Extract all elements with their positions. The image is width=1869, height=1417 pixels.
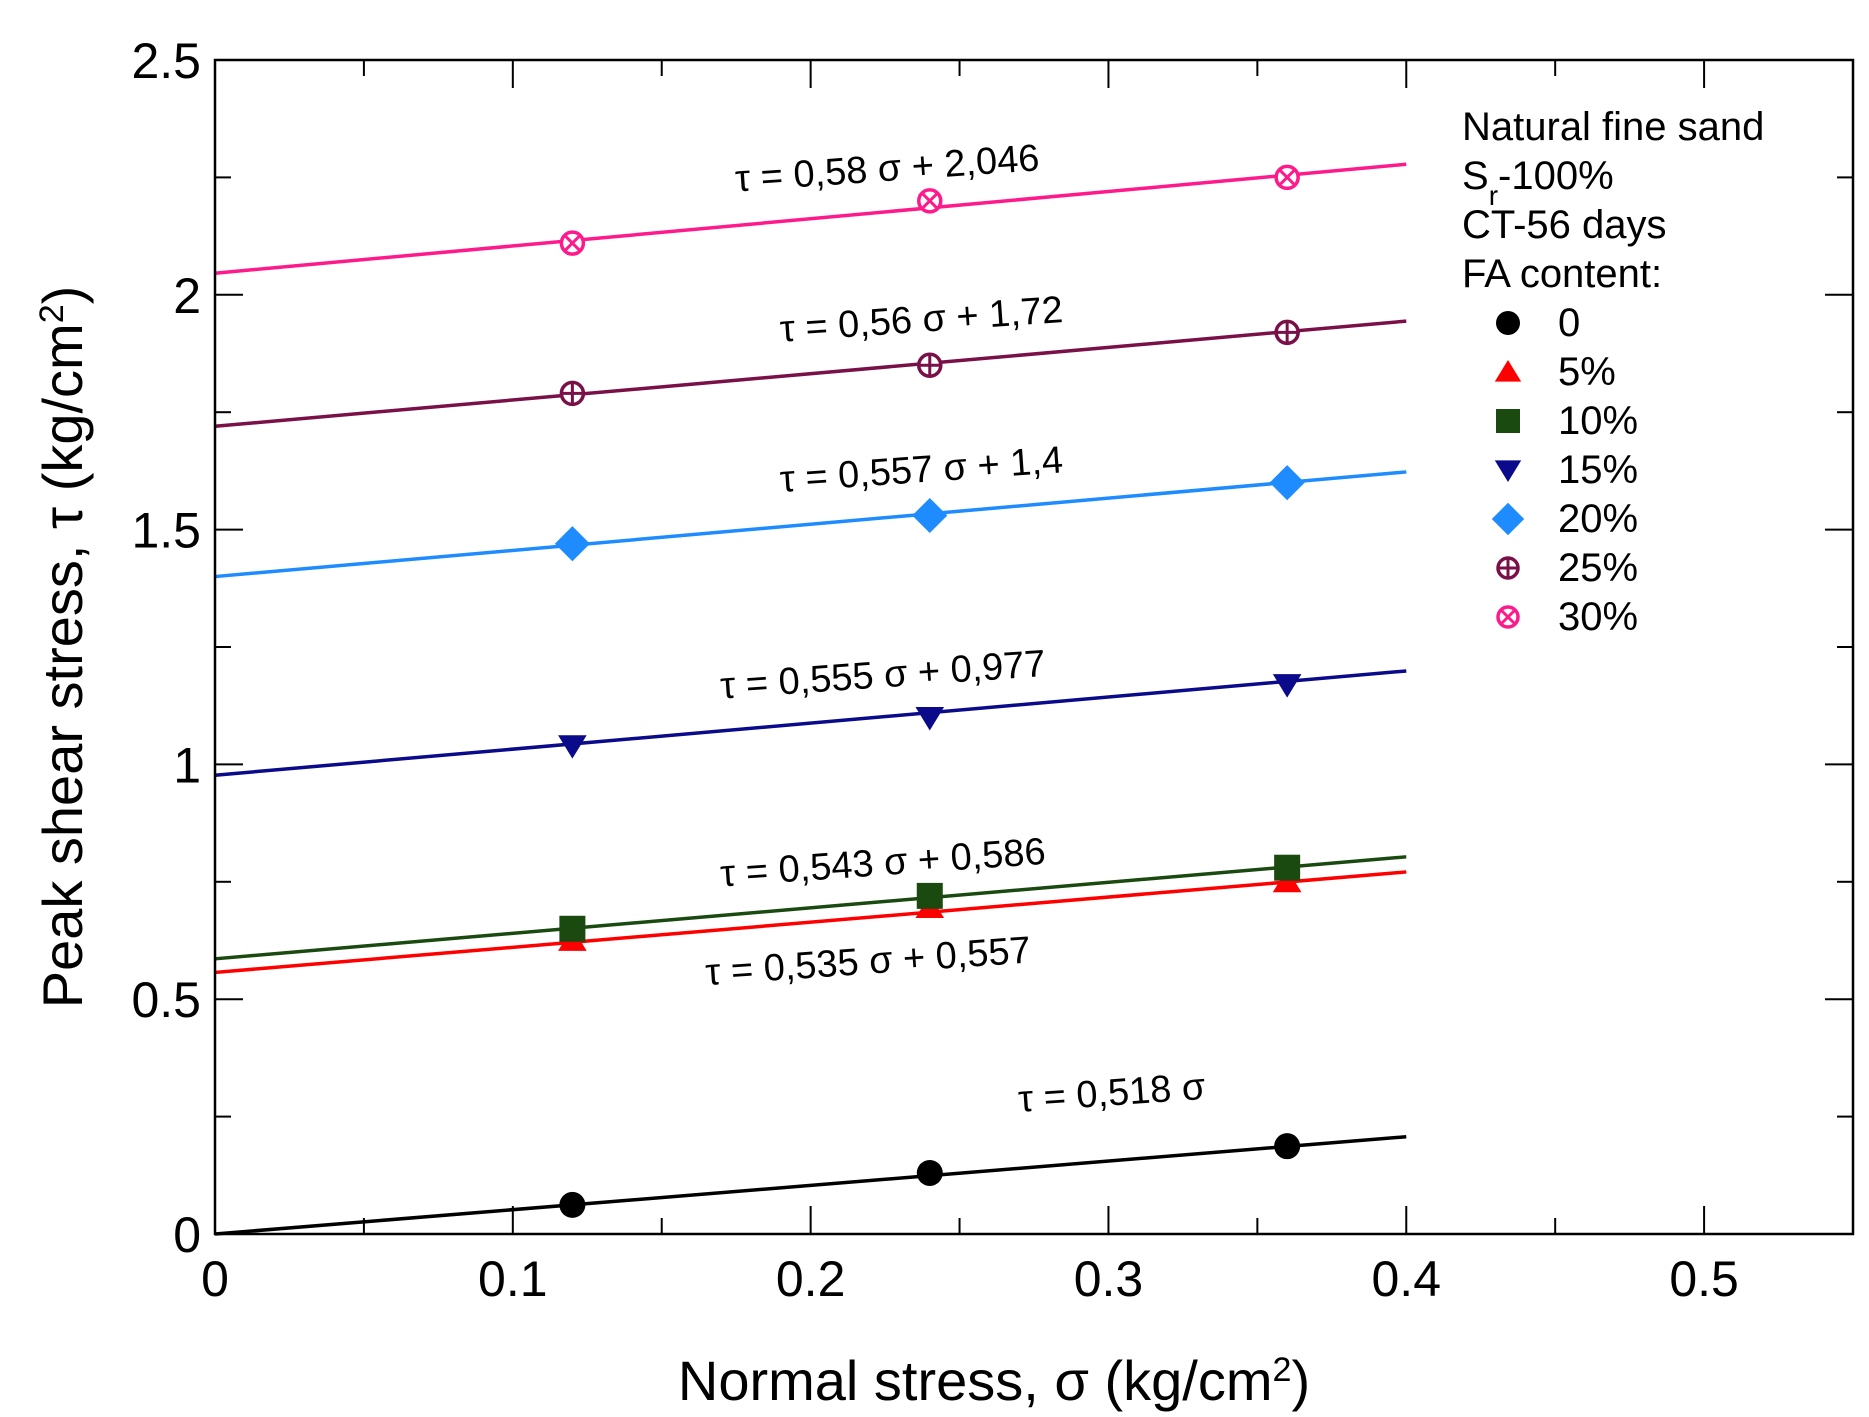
fit-line — [214, 162, 1407, 275]
data-point — [1272, 674, 1302, 698]
data-point — [1496, 556, 1520, 580]
y-tick-label: 0.5 — [131, 972, 201, 1028]
x-tick-label: 0 — [201, 1251, 229, 1307]
marker-triangle-down — [1494, 460, 1522, 482]
data-point — [1269, 465, 1305, 501]
y-tick-label: 2.5 — [131, 33, 201, 89]
data-point — [558, 735, 587, 759]
tick-labels: 0 0.1 0.2 0.3 0.4 0.5 0 0.5 1 1.5 2 2.5 — [131, 33, 1738, 1307]
fit-line — [214, 855, 1407, 961]
data-point — [559, 1191, 586, 1218]
marker-x-b — [1499, 608, 1517, 626]
marker-diamond — [1491, 502, 1525, 536]
data-point — [916, 1159, 943, 1186]
data-point — [559, 230, 586, 256]
y-tick-label: 1 — [173, 737, 201, 793]
marker-square — [1496, 409, 1520, 433]
data-point — [1496, 311, 1520, 335]
legend-title-line: FA content: — [1462, 252, 1662, 296]
data-point — [1274, 164, 1300, 191]
marker-x-b — [921, 192, 939, 210]
legend-sr-sub: r — [1489, 180, 1498, 211]
data-point — [1496, 605, 1520, 629]
legend-item-label: 10% — [1558, 399, 1638, 443]
marker-triangle-down — [1272, 674, 1302, 698]
legend-title-line: Natural fine sand — [1462, 105, 1764, 149]
legend-item-label: 25% — [1558, 546, 1638, 590]
marker-square — [1274, 854, 1301, 881]
x-axis-title-end: ) — [1291, 1349, 1310, 1412]
marker-triangle-down — [915, 707, 945, 731]
legend-item-label: 20% — [1558, 497, 1638, 541]
marker-square — [916, 882, 943, 909]
data-point — [1494, 460, 1522, 482]
legend-title-line: CT-56 days — [1462, 203, 1667, 247]
data-point — [1274, 319, 1300, 346]
data-point — [554, 526, 590, 562]
x-axis-title-main: Normal stress, σ (kg/cm — [678, 1349, 1273, 1412]
marker-x-b — [1278, 168, 1296, 187]
data-markers — [554, 164, 1305, 1218]
legend-sr-main: S — [1462, 154, 1489, 198]
marker-triangle-up — [1494, 360, 1522, 382]
x-tick-label: 0.5 — [1669, 1251, 1739, 1307]
legend-item-label: 5% — [1558, 350, 1616, 394]
marker-circle — [559, 1191, 586, 1218]
data-point — [917, 352, 943, 378]
y-tick-label: 1.5 — [131, 503, 201, 559]
data-point — [916, 882, 943, 909]
marker-diamond — [554, 526, 590, 562]
data-point — [559, 380, 586, 407]
data-point — [1274, 1133, 1301, 1160]
fit-line — [214, 470, 1407, 579]
fit-line — [214, 319, 1407, 429]
marker-triangle-down — [558, 735, 587, 759]
y-axis-title-end: ) — [31, 286, 94, 305]
data-point — [1274, 854, 1301, 881]
y-tick-label: 0 — [173, 1207, 201, 1263]
data-point — [1496, 409, 1520, 433]
y-axis-title: Peak shear stress, τ (kg/cm2) — [31, 286, 94, 1009]
fit-line — [214, 870, 1407, 975]
marker-circle — [1274, 1133, 1301, 1160]
data-point — [1491, 502, 1525, 536]
data-point — [1494, 360, 1522, 382]
x-tick-label: 0.3 — [1074, 1251, 1144, 1307]
y-axis-title-sup: 2 — [33, 304, 71, 323]
marker-circle — [1496, 311, 1520, 335]
fit-line — [214, 669, 1407, 777]
y-tick-label: 2 — [173, 268, 201, 324]
x-axis-title-sup: 2 — [1273, 1351, 1292, 1389]
fit-lines — [214, 162, 1407, 1236]
marker-square — [559, 915, 586, 942]
x-tick-label: 0.1 — [478, 1251, 548, 1307]
x-tick-label: 0.2 — [776, 1251, 846, 1307]
legend-saturation-line: Sr-100% — [1462, 154, 1614, 211]
plot-frame — [213, 58, 1855, 1236]
marker-circle — [916, 1159, 943, 1186]
data-point — [912, 497, 948, 534]
legend-items: 0 5% 10% 15% 20% 25% 30% — [1491, 301, 1638, 639]
marker-diamond — [1269, 465, 1305, 501]
legend-sr-rest: -100% — [1498, 154, 1614, 198]
data-point — [559, 915, 586, 942]
legend: Natural fine sand Sr-100% CT-56 days FA … — [1462, 105, 1764, 639]
legend-item-label: 30% — [1558, 595, 1638, 639]
legend-item-label: 15% — [1558, 448, 1638, 492]
data-point — [917, 188, 943, 214]
data-point — [915, 707, 945, 731]
fit-line — [214, 1134, 1407, 1236]
y-axis-title-main: Peak shear stress, τ (kg/cm — [31, 323, 94, 1008]
x-tick-label: 0.4 — [1372, 1251, 1442, 1307]
x-axis-title: Normal stress, σ (kg/cm2) — [678, 1349, 1310, 1412]
marker-x-b — [563, 234, 582, 252]
marker-diamond — [912, 497, 948, 534]
legend-item-label: 0 — [1558, 301, 1580, 345]
